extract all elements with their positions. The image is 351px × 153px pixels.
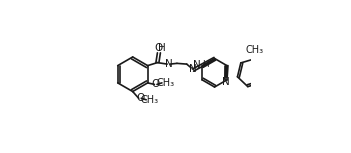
Text: H: H (202, 60, 208, 69)
Text: CH₃: CH₃ (156, 78, 174, 88)
Text: CH₃: CH₃ (245, 45, 264, 55)
Text: O: O (152, 79, 160, 89)
Text: N: N (188, 64, 196, 74)
Text: H: H (158, 43, 165, 53)
Text: N: N (193, 60, 201, 70)
Text: N: N (222, 77, 230, 87)
Text: O: O (136, 93, 144, 103)
Text: CH₃: CH₃ (140, 95, 159, 105)
Text: O: O (155, 43, 163, 53)
Text: N: N (165, 59, 172, 69)
